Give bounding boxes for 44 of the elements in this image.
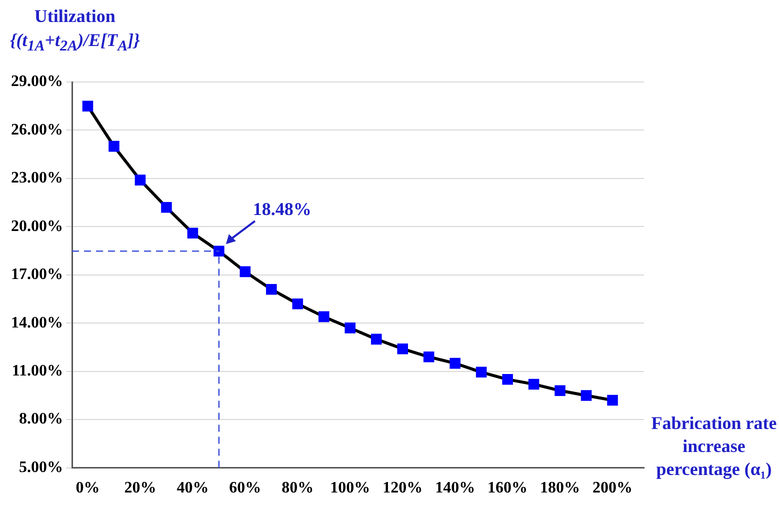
x-tick-label: 80% — [282, 480, 314, 497]
point — [318, 311, 330, 322]
point — [214, 246, 224, 256]
y-tick-label: 11.00% — [12, 362, 63, 380]
y-tick-label: 29.00% — [11, 73, 63, 90]
point — [502, 374, 513, 385]
point — [476, 366, 487, 378]
point — [528, 378, 540, 390]
point — [450, 358, 460, 369]
point — [423, 351, 434, 362]
y-tick-label: 26.00% — [11, 121, 63, 138]
point — [554, 385, 566, 396]
y-tick-label: 8.00% — [19, 410, 63, 428]
point — [266, 284, 277, 295]
point — [187, 228, 198, 238]
point — [607, 394, 618, 406]
x-tick-label: 200% — [592, 480, 633, 497]
x-tick-label: 20% — [124, 480, 156, 497]
x-tick-label: 100% — [330, 480, 370, 497]
point — [108, 140, 120, 152]
point — [370, 334, 382, 345]
point — [292, 298, 304, 310]
x-tick-label: 60% — [229, 480, 262, 497]
x-tick-label: 120% — [382, 480, 423, 497]
annotation: 18.48% — [252, 199, 312, 220]
x-tick-label: 180% — [540, 480, 580, 497]
point — [161, 202, 172, 213]
y-axis-title: Utilization {(t$_{1A}$+t$_{2A}$)/E[T$_{A}$]} — [10, 5, 140, 57]
point — [344, 322, 356, 334]
y-tick-label: 17.00% — [11, 266, 63, 284]
point — [397, 343, 408, 354]
y-tick-label: 20.00% — [11, 218, 63, 235]
x-tick-label: 160% — [488, 480, 528, 497]
x-axis-title: Fabrication rate increase percentage (α₁) — [650, 412, 778, 481]
point — [240, 266, 251, 278]
point — [82, 100, 94, 112]
x-tick-label: 40% — [176, 480, 209, 497]
x-tick-label: 140% — [435, 480, 476, 497]
point — [134, 174, 146, 186]
x-tick-label: 0% — [76, 480, 100, 497]
y-tick-label: 14.00% — [11, 314, 63, 332]
y-tick-label: 5.00% — [19, 458, 63, 476]
y-tick-label: 23.00% — [11, 170, 63, 187]
point — [580, 390, 592, 401]
